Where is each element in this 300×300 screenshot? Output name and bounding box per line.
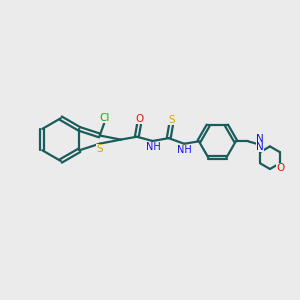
Text: N: N [256, 142, 263, 152]
Text: S: S [168, 115, 175, 125]
Text: Cl: Cl [100, 113, 110, 123]
Text: O: O [135, 113, 143, 124]
Text: S: S [96, 144, 103, 154]
Text: O: O [276, 164, 284, 173]
Text: NH: NH [177, 145, 192, 155]
Text: NH: NH [146, 142, 160, 152]
Text: N: N [256, 134, 263, 144]
